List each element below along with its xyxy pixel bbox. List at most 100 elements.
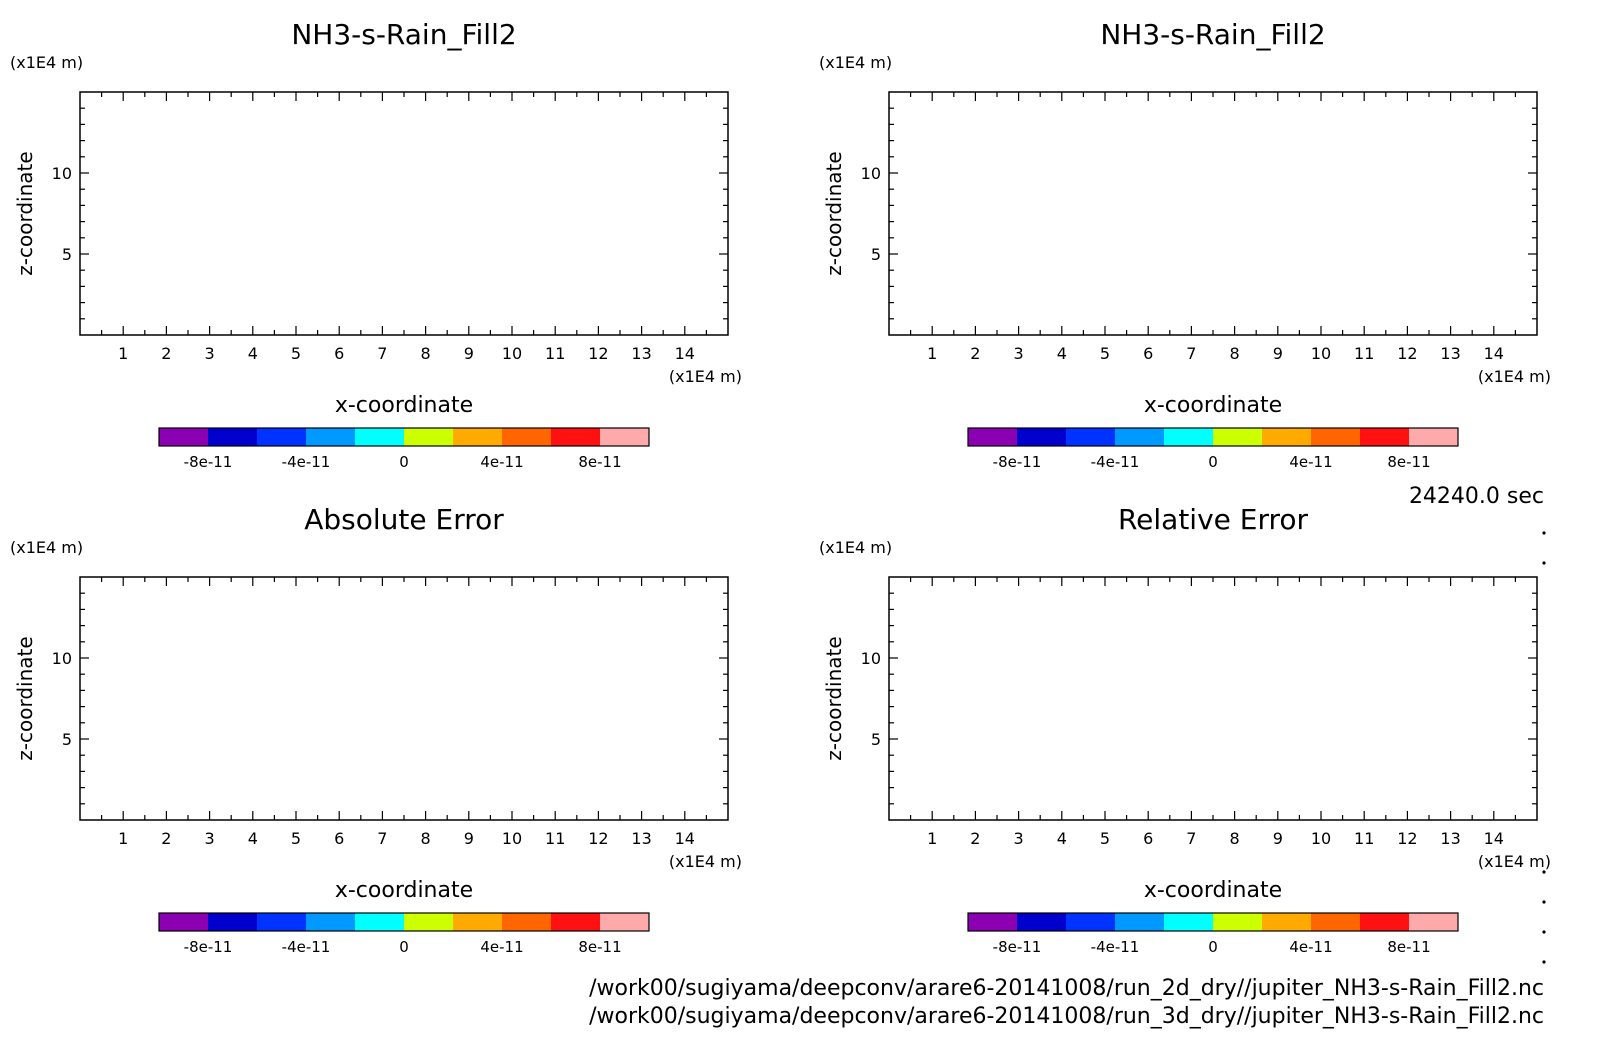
panel-title: Relative Error [1118, 503, 1309, 536]
x-tick-label: 10 [502, 344, 522, 363]
colorbar-swatch [306, 913, 356, 931]
x-tick-label: 8 [421, 829, 431, 848]
x-tick-label: 6 [334, 829, 344, 848]
x-tick-label: 13 [631, 344, 651, 363]
x-tick-label: 13 [1440, 829, 1460, 848]
colorbar-tick-label: 8e-11 [1387, 453, 1430, 471]
colorbar-tick-label: -4e-11 [1091, 938, 1140, 956]
x-tick-label: 5 [1100, 829, 1110, 848]
x-unit-label: (x1E4 m) [1478, 367, 1551, 386]
colorbar-swatch [453, 913, 503, 931]
y-axis-label: z-coordinate [13, 151, 37, 275]
x-tick-label: 1 [927, 829, 937, 848]
dot-mark [1542, 561, 1546, 565]
x-tick-label: 12 [1397, 829, 1417, 848]
x-tick-label: 3 [205, 829, 215, 848]
colorbar-swatch [1262, 428, 1312, 446]
x-tick-label: 9 [464, 344, 474, 363]
colorbar-swatch [453, 428, 503, 446]
x-tick-label: 4 [248, 829, 258, 848]
plot-area [79, 576, 729, 821]
colorbar-swatch [600, 428, 650, 446]
colorbar-tick-label: 8e-11 [578, 453, 621, 471]
colorbar-tick-label: -4e-11 [282, 453, 331, 471]
colorbar-swatch [1311, 913, 1361, 931]
colorbar-tick-label: 4e-11 [1289, 938, 1332, 956]
x-tick-label: 14 [675, 829, 695, 848]
colorbar-tick-label: -4e-11 [1091, 453, 1140, 471]
colorbar-frame [158, 427, 650, 447]
x-tick-label: 3 [205, 344, 215, 363]
colorbar-tick-label: -4e-11 [282, 938, 331, 956]
x-tick-label: 2 [970, 829, 980, 848]
colorbar-tick-label: 8e-11 [1387, 938, 1430, 956]
y-axis-label: z-coordinate [822, 151, 846, 275]
x-unit-label: (x1E4 m) [1478, 852, 1551, 871]
x-tick-label: 1 [118, 829, 128, 848]
colorbar-swatch [1409, 428, 1459, 446]
colorbar-swatch [1213, 913, 1263, 931]
colorbar-swatch [600, 913, 650, 931]
colorbar-tick-label: 0 [399, 453, 409, 471]
colorbar-swatch [551, 428, 601, 446]
colorbar-swatch [208, 913, 258, 931]
dot-mark [1542, 930, 1546, 934]
x-tick-label: 4 [1057, 829, 1067, 848]
x-tick-label: 13 [631, 829, 651, 848]
colorbar-swatch [968, 428, 1018, 446]
colorbar-tick-label: 0 [399, 938, 409, 956]
x-tick-label: 10 [1311, 344, 1331, 363]
panel-1: NH3-s-Rain_Fill2(x1E4 m)1 2 3 4 5 6 7 8 9 10 11 12 1… [10, 18, 742, 471]
x-tick-label: 9 [1273, 829, 1283, 848]
x-tick-label: 8 [421, 344, 431, 363]
x-tick-label: 5 [291, 829, 301, 848]
x-tick-label: 14 [1484, 344, 1504, 363]
colorbar-swatch [968, 913, 1018, 931]
x-tick-label: 6 [334, 344, 344, 363]
colorbar-swatch [355, 913, 405, 931]
y-tick-label: 10 [861, 649, 881, 668]
plot-area [79, 91, 729, 336]
x-axis-label: x-coordinate [335, 393, 473, 418]
colorbar-swatch [1115, 428, 1165, 446]
x-tick-label: 2 [161, 344, 171, 363]
x-tick-label: 7 [1186, 344, 1196, 363]
x-axis-label: x-coordinate [1144, 878, 1282, 903]
y-axis-label: z-coordinate [13, 636, 37, 760]
colorbar-swatch [404, 428, 454, 446]
y-tick-label: 5 [62, 730, 72, 749]
colorbar-tick-label: 4e-11 [1289, 453, 1332, 471]
x-tick-label: 3 [1014, 344, 1024, 363]
y-axis-label: z-coordinate [822, 636, 846, 760]
dot-mark [1542, 531, 1546, 535]
colorbar-tick-label: -8e-11 [184, 938, 233, 956]
x-tick-label: 8 [1230, 344, 1240, 363]
y-tick-label: 5 [62, 245, 72, 264]
colorbar-swatch [1164, 428, 1214, 446]
colorbar-swatch [551, 913, 601, 931]
colorbar-swatch [208, 428, 258, 446]
colorbar-swatch [1262, 913, 1312, 931]
x-tick-label: 5 [291, 344, 301, 363]
colorbar-frame [967, 912, 1459, 932]
colorbar-swatch [1017, 428, 1067, 446]
x-axis-label: x-coordinate [1144, 393, 1282, 418]
x-tick-label: 7 [377, 344, 387, 363]
dot-mark [1542, 900, 1546, 904]
panel-4: Relative Error(x1E4 m)1 2 3 4 5 6 7 8 9 10 11 12 13 1… [819, 503, 1551, 956]
x-tick-label: 13 [1440, 344, 1460, 363]
time-label: 24240.0 sec [1409, 484, 1544, 509]
colorbar-swatch [1360, 913, 1410, 931]
colorbar-swatch [306, 428, 356, 446]
colorbar-swatch [1017, 913, 1067, 931]
x-unit-label: (x1E4 m) [669, 367, 742, 386]
edge-dots [1542, 531, 1546, 964]
x-tick-label: 11 [545, 344, 565, 363]
file-path-3d: /work00/sugiyama/deepconv/arare6-2014100… [589, 1004, 1544, 1029]
x-unit-label: (x1E4 m) [669, 852, 742, 871]
x-tick-label: 6 [1143, 829, 1153, 848]
x-tick-label: 11 [545, 829, 565, 848]
plot-area [888, 576, 1538, 821]
colorbar-tick-label: 0 [1208, 453, 1218, 471]
